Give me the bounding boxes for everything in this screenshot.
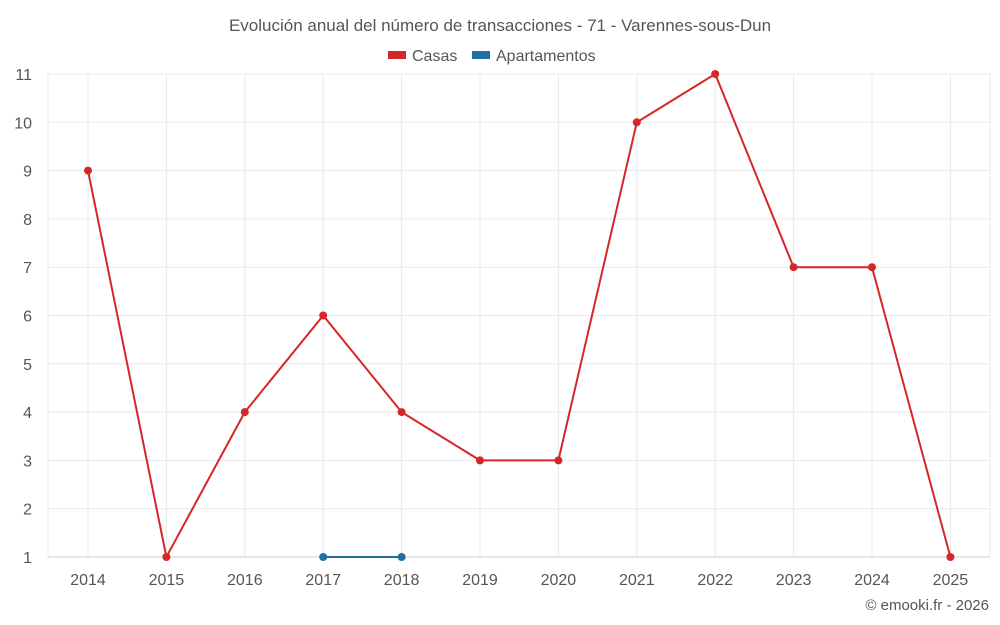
x-tick-label: 2020 (541, 572, 577, 589)
data-point-casas-2025[interactable] (946, 553, 955, 561)
data-point-casas-2021[interactable] (632, 118, 641, 127)
y-tick-label: 3 (23, 453, 32, 470)
legend-swatch-apartamentos[interactable] (472, 51, 490, 59)
series-line-casas (87, 72, 952, 560)
x-tick-label: 2014 (70, 572, 106, 589)
y-tick-label: 10 (14, 115, 32, 132)
data-point-casas-2018[interactable] (397, 408, 406, 417)
credit-text: © emooki.fr - 2026 (865, 597, 989, 614)
data-point-apartamentos-2018[interactable] (397, 553, 406, 561)
x-tick-label: 2023 (776, 572, 812, 589)
gridlines (47, 73, 991, 557)
x-axis-labels: 2014 2015 2016 2017 2018 2019 2020 2021 2022 2023… (70, 572, 968, 589)
y-tick-label: 6 (23, 309, 32, 326)
chart-title: Evolución anual del número de transaccio… (229, 16, 771, 35)
data-point-apartamentos-2017[interactable] (319, 553, 328, 561)
y-tick-label: 11 (15, 67, 32, 84)
x-tick-label: 2018 (384, 572, 420, 589)
data-point-casas-2023[interactable] (789, 263, 798, 272)
data-point-casas-2014[interactable] (84, 166, 92, 175)
x-tick-label: 2025 (933, 572, 969, 589)
data-point-casas-2020[interactable] (554, 456, 563, 465)
data-point-casas-2016[interactable] (240, 408, 249, 417)
x-tick-label: 2019 (462, 572, 498, 589)
y-tick-label: 8 (23, 212, 32, 229)
x-tick-label: 2016 (227, 572, 263, 589)
legend-swatch-casas[interactable] (388, 51, 406, 59)
legend-label-apartamentos[interactable]: Apartamentos (496, 48, 596, 65)
y-tick-label: 5 (23, 357, 32, 374)
data-point-casas-2017[interactable] (319, 311, 328, 320)
x-tick-label: 2022 (697, 572, 733, 589)
y-axis-labels: 1 2 3 4 5 6 7 8 9 10 11 (14, 67, 32, 567)
y-tick-label: 1 (23, 550, 32, 567)
x-tick-label: 2024 (854, 572, 890, 589)
y-tick-label: 4 (23, 405, 32, 422)
data-point-casas-2019[interactable] (476, 456, 484, 465)
series-group (84, 70, 955, 561)
x-tick-label: 2015 (149, 572, 185, 589)
y-tick-label: 7 (23, 260, 32, 277)
data-point-casas-2022[interactable] (711, 70, 720, 78)
data-point-casas-2015[interactable] (162, 553, 171, 561)
legend: Casas Apartamentos (388, 48, 596, 65)
y-tick-label: 9 (23, 164, 32, 181)
x-tick-label: 2017 (305, 572, 341, 589)
y-tick-label: 2 (23, 502, 32, 519)
data-point-casas-2024[interactable] (868, 263, 876, 272)
x-tick-label: 2021 (619, 572, 655, 589)
legend-label-casas[interactable]: Casas (412, 48, 457, 65)
